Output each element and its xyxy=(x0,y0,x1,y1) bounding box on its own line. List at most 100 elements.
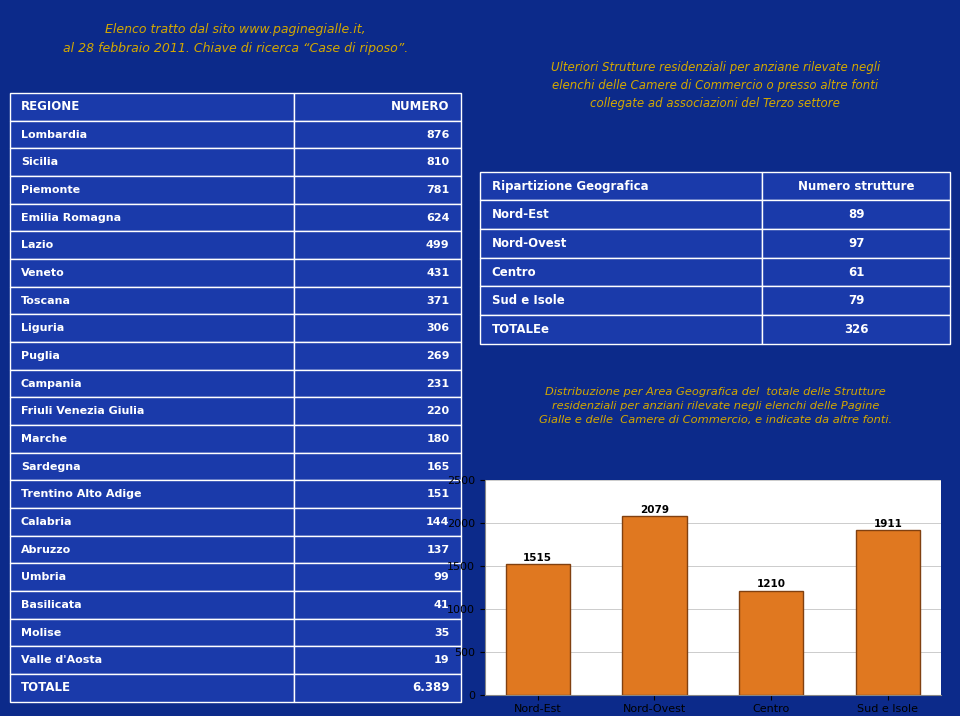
Text: Ulteriori Strutture residenziali per anziane rilevate negli
elenchi delle Camere: Ulteriori Strutture residenziali per anz… xyxy=(551,61,879,110)
Bar xyxy=(480,258,762,286)
Bar xyxy=(294,314,461,342)
Bar xyxy=(10,619,294,647)
Text: 99: 99 xyxy=(434,572,449,582)
Bar xyxy=(294,259,461,286)
Bar xyxy=(739,591,804,695)
Bar xyxy=(10,536,294,563)
Text: 97: 97 xyxy=(848,237,865,250)
Bar xyxy=(294,342,461,369)
Text: 220: 220 xyxy=(426,406,449,416)
Bar xyxy=(294,93,461,121)
Bar xyxy=(294,148,461,176)
Text: 35: 35 xyxy=(434,627,449,637)
Text: 180: 180 xyxy=(426,434,449,444)
Text: Liguria: Liguria xyxy=(21,323,64,333)
Bar xyxy=(762,286,950,315)
Text: 431: 431 xyxy=(426,268,449,278)
Text: Veneto: Veneto xyxy=(21,268,64,278)
Text: Nord-Ovest: Nord-Ovest xyxy=(492,237,567,250)
Text: 231: 231 xyxy=(426,379,449,389)
Text: Emilia Romagna: Emilia Romagna xyxy=(21,213,121,223)
Text: 499: 499 xyxy=(426,241,449,250)
Text: 79: 79 xyxy=(848,294,865,307)
Text: 89: 89 xyxy=(848,208,865,221)
Bar xyxy=(294,647,461,674)
Bar xyxy=(480,315,762,344)
Bar xyxy=(480,286,762,315)
Text: Piemonte: Piemonte xyxy=(21,185,80,195)
Bar xyxy=(10,286,294,314)
Bar xyxy=(294,286,461,314)
Text: Basilicata: Basilicata xyxy=(21,600,82,610)
Bar xyxy=(856,531,920,695)
Bar xyxy=(294,619,461,647)
Bar xyxy=(10,204,294,231)
Bar xyxy=(10,480,294,508)
Text: Campania: Campania xyxy=(21,379,83,389)
Text: Abruzzo: Abruzzo xyxy=(21,545,71,554)
Text: 137: 137 xyxy=(426,545,449,554)
Bar xyxy=(294,563,461,591)
Bar xyxy=(294,674,461,702)
Text: Sud e Isole: Sud e Isole xyxy=(492,294,564,307)
Text: Sicilia: Sicilia xyxy=(21,158,58,168)
Bar xyxy=(762,315,950,344)
Bar xyxy=(10,508,294,536)
Bar xyxy=(10,453,294,480)
Text: 61: 61 xyxy=(848,266,865,279)
Text: Elenco tratto dal sito www.paginegialle.it,
al 28 febbraio 2011. Chiave di ricer: Elenco tratto dal sito www.paginegialle.… xyxy=(62,24,408,55)
Bar xyxy=(10,647,294,674)
Text: Trentino Alto Adige: Trentino Alto Adige xyxy=(21,489,141,499)
Text: 41: 41 xyxy=(434,600,449,610)
Text: Ripartizione Geografica: Ripartizione Geografica xyxy=(492,180,648,193)
Bar xyxy=(294,425,461,453)
Text: REGIONE: REGIONE xyxy=(21,100,80,113)
Text: 876: 876 xyxy=(426,130,449,140)
Bar xyxy=(480,229,762,258)
Text: 165: 165 xyxy=(426,462,449,472)
Text: NUMERO: NUMERO xyxy=(391,100,449,113)
Text: Lombardia: Lombardia xyxy=(21,130,87,140)
Bar xyxy=(506,564,569,695)
Text: Nord-Est: Nord-Est xyxy=(492,208,549,221)
Text: 781: 781 xyxy=(426,185,449,195)
Text: Marche: Marche xyxy=(21,434,67,444)
Text: Centro: Centro xyxy=(492,266,537,279)
Text: 371: 371 xyxy=(426,296,449,306)
Bar xyxy=(10,93,294,121)
Text: Valle d'Aosta: Valle d'Aosta xyxy=(21,655,102,665)
Text: 810: 810 xyxy=(426,158,449,168)
Bar xyxy=(480,200,762,229)
Bar xyxy=(10,425,294,453)
Text: 624: 624 xyxy=(426,213,449,223)
Text: Numero strutture: Numero strutture xyxy=(798,180,915,193)
Bar xyxy=(10,674,294,702)
Bar xyxy=(294,536,461,563)
Text: Umbria: Umbria xyxy=(21,572,66,582)
Bar xyxy=(294,508,461,536)
Bar xyxy=(762,200,950,229)
Bar xyxy=(480,172,762,200)
Text: 1515: 1515 xyxy=(523,553,552,563)
Text: Calabria: Calabria xyxy=(21,517,72,527)
Bar xyxy=(294,453,461,480)
Bar xyxy=(762,258,950,286)
Text: 19: 19 xyxy=(434,655,449,665)
Bar xyxy=(294,397,461,425)
Bar xyxy=(294,176,461,204)
Text: Puglia: Puglia xyxy=(21,351,60,361)
Bar xyxy=(10,231,294,259)
Text: 2079: 2079 xyxy=(640,505,669,515)
Bar xyxy=(10,148,294,176)
Bar xyxy=(10,259,294,286)
Bar xyxy=(762,229,950,258)
Bar xyxy=(10,591,294,619)
Text: 6.389: 6.389 xyxy=(412,682,449,695)
Bar xyxy=(294,231,461,259)
Text: 306: 306 xyxy=(426,323,449,333)
Text: 1210: 1210 xyxy=(756,579,785,589)
Bar xyxy=(622,516,686,695)
Text: TOTALE: TOTALE xyxy=(21,682,71,695)
Text: Distribuzione per Area Geografica del  totale delle Strutture
residenziali per a: Distribuzione per Area Geografica del to… xyxy=(539,387,892,425)
Text: 151: 151 xyxy=(426,489,449,499)
